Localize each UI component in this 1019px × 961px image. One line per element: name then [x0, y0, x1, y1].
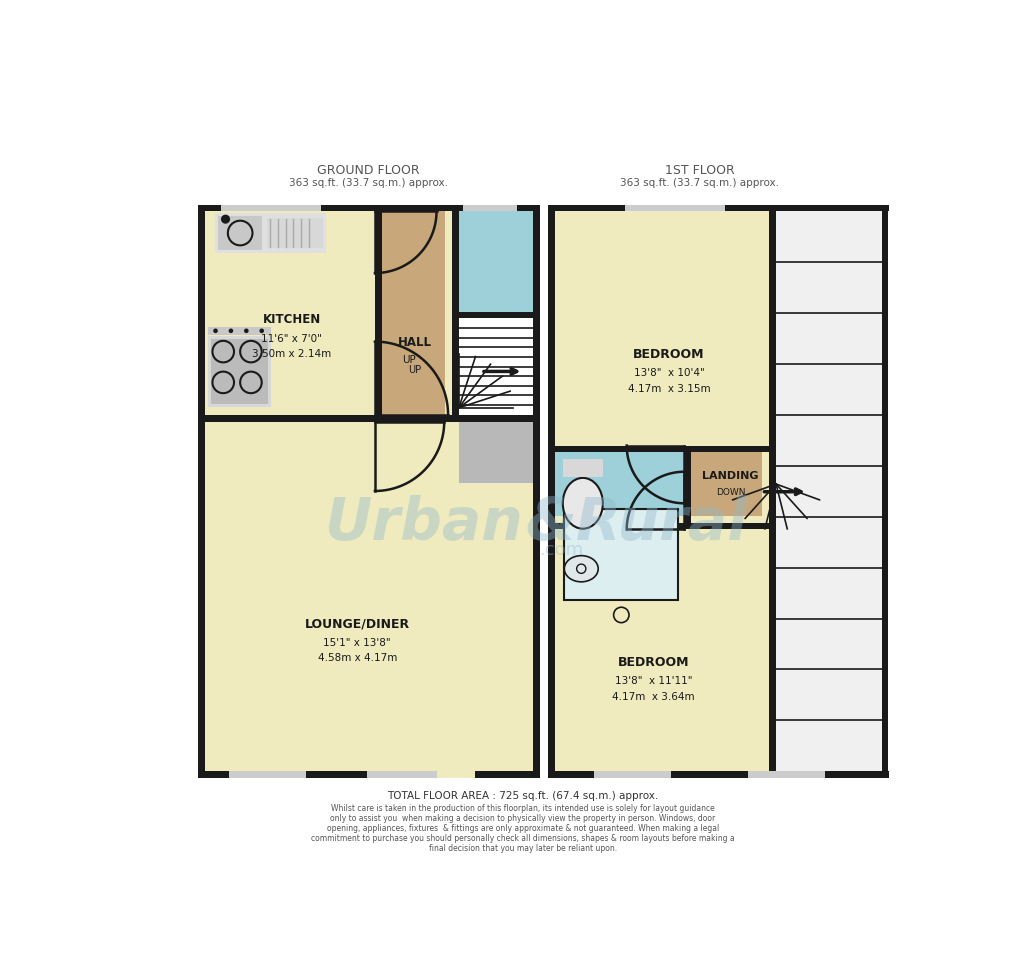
Bar: [451, 312, 539, 319]
Bar: [205, 212, 375, 415]
Bar: [691, 453, 761, 516]
Bar: [547, 772, 888, 778]
Bar: [684, 446, 691, 523]
Text: BEDROOM: BEDROOM: [618, 655, 689, 668]
Text: 4.17m  x 3.15m: 4.17m x 3.15m: [627, 383, 709, 393]
Bar: [228, 772, 306, 778]
Bar: [459, 212, 532, 312]
Bar: [459, 422, 532, 483]
Text: KITCHEN: KITCHEN: [262, 312, 321, 326]
Text: GROUND FLOOR: GROUND FLOOR: [317, 164, 420, 177]
Text: BEDROOM: BEDROOM: [633, 347, 704, 360]
Bar: [775, 212, 880, 772]
Text: Whilst care is taken in the production of this floorplan, its intended use is so: Whilst care is taken in the production o…: [330, 803, 714, 812]
Text: 363 sq.ft. (33.7 sq.m.) approx.: 363 sq.ft. (33.7 sq.m.) approx.: [289, 178, 447, 188]
Text: only to assist you  when making a decision to physically view the property in pe: only to assist you when making a decisio…: [330, 813, 714, 822]
Text: .com: .com: [539, 541, 583, 559]
Ellipse shape: [562, 479, 602, 530]
Bar: [198, 415, 539, 422]
Circle shape: [259, 330, 264, 333]
Bar: [208, 328, 271, 335]
Text: 3.50m x 2.14m: 3.50m x 2.14m: [252, 349, 331, 358]
Bar: [198, 772, 539, 778]
Bar: [564, 509, 678, 600]
Text: 13'8"  x 10'4": 13'8" x 10'4": [633, 368, 704, 378]
Bar: [532, 206, 539, 778]
Text: opening, appliances, fixtures  & fittings are only approximate & not guaranteed.: opening, appliances, fixtures & fittings…: [326, 824, 718, 832]
Text: 4.58m x 4.17m: 4.58m x 4.17m: [317, 653, 396, 662]
Bar: [768, 206, 775, 778]
Text: LOUNGE/DINER: LOUNGE/DINER: [305, 617, 410, 629]
Bar: [208, 337, 271, 407]
Bar: [221, 206, 321, 212]
Bar: [625, 206, 725, 212]
Text: DOWN: DOWN: [715, 488, 745, 497]
Text: UP: UP: [401, 355, 415, 364]
Text: 15'1" x 13'8": 15'1" x 13'8": [323, 637, 390, 647]
Text: LANDING: LANDING: [702, 470, 758, 480]
Bar: [267, 218, 322, 249]
Bar: [547, 446, 768, 453]
Text: 13'8"  x 11'11": 13'8" x 11'11": [614, 676, 692, 686]
Bar: [547, 206, 888, 212]
Bar: [436, 772, 475, 778]
Circle shape: [213, 330, 218, 333]
Bar: [375, 206, 381, 415]
Text: 11'6" x 7'0": 11'6" x 7'0": [261, 333, 322, 343]
Circle shape: [244, 330, 249, 333]
Bar: [451, 206, 459, 415]
Bar: [554, 453, 684, 516]
Text: final decision that you may later be reliant upon.: final decision that you may later be rel…: [428, 843, 616, 852]
Bar: [547, 206, 554, 778]
Bar: [215, 213, 326, 254]
Bar: [594, 772, 671, 778]
Text: TOTAL FLOOR AREA : 725 sq.ft. (67.4 sq.m.) approx.: TOTAL FLOOR AREA : 725 sq.ft. (67.4 sq.m…: [387, 790, 657, 801]
Bar: [748, 772, 824, 778]
Ellipse shape: [564, 556, 597, 582]
Bar: [205, 212, 532, 772]
Text: commitment to purchase you should personally check all dimensions, shapes & room: commitment to purchase you should person…: [311, 833, 734, 842]
Bar: [463, 206, 517, 212]
Circle shape: [228, 330, 233, 333]
Text: UP: UP: [408, 364, 421, 374]
Bar: [381, 212, 444, 415]
Bar: [459, 319, 532, 415]
Text: HALL: HALL: [397, 335, 431, 349]
Text: Urban: Urban: [324, 495, 522, 552]
Bar: [547, 523, 768, 530]
Bar: [205, 422, 532, 772]
Text: 1ST FLOOR: 1ST FLOOR: [664, 164, 734, 177]
Bar: [554, 212, 880, 772]
Bar: [880, 206, 888, 778]
Bar: [211, 340, 268, 405]
Bar: [198, 206, 205, 778]
Text: 4.17m  x 3.64m: 4.17m x 3.64m: [611, 691, 694, 702]
Text: &Rural: &Rural: [526, 495, 747, 552]
Bar: [367, 772, 444, 778]
Circle shape: [221, 216, 229, 224]
Text: 363 sq.ft. (33.7 sq.m.) approx.: 363 sq.ft. (33.7 sq.m.) approx.: [620, 178, 779, 188]
Bar: [562, 459, 602, 478]
Bar: [198, 206, 539, 212]
Bar: [218, 217, 262, 251]
Bar: [459, 319, 532, 415]
